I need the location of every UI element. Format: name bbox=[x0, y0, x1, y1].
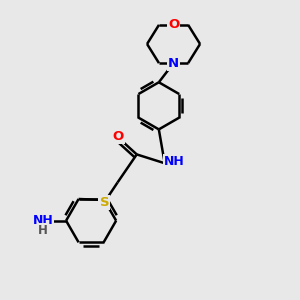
Text: NH: NH bbox=[164, 155, 184, 168]
Text: N: N bbox=[168, 57, 179, 70]
Text: H: H bbox=[38, 224, 48, 237]
Text: NH: NH bbox=[33, 214, 53, 227]
Text: O: O bbox=[112, 130, 124, 143]
Text: S: S bbox=[100, 196, 109, 209]
Text: O: O bbox=[168, 18, 179, 32]
